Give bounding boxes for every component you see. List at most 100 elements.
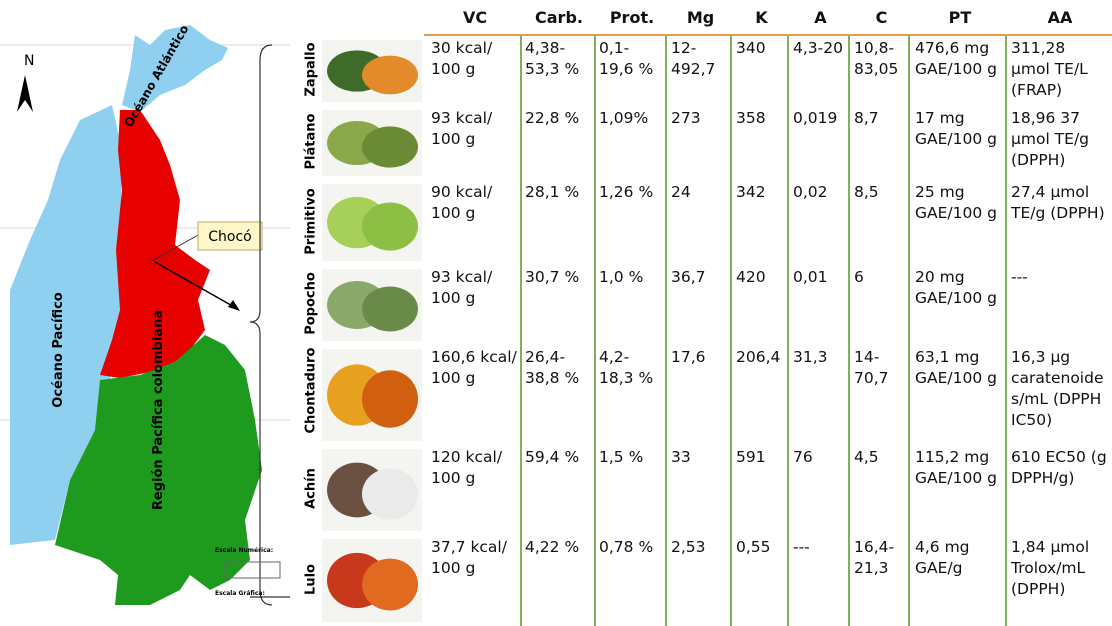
column-header: K — [733, 8, 790, 27]
table-cell: 18,96 37 µmol TE/g (DPPH) — [1011, 108, 1107, 178]
region-label: Región Pacífica colombiana — [151, 310, 166, 510]
row-name: Zapallo — [304, 30, 319, 110]
table-cell: 90 kcal/ 100 g — [431, 182, 517, 263]
column-header: Prot. — [596, 8, 668, 27]
column-divider — [787, 36, 789, 626]
table-cell: 26,4-38,8 % — [525, 347, 591, 443]
table-cell: 1,0 % — [599, 267, 663, 343]
row-name: Plátano — [304, 102, 319, 182]
table-cell: 31,3 — [793, 347, 846, 443]
row-name: Popocho — [304, 264, 319, 344]
column-divider — [520, 36, 522, 626]
scale-numeric: Escala Numérica: — [215, 547, 273, 554]
table-cell: 93 kcal/ 100 g — [431, 108, 517, 178]
table-cell: 1,09% — [599, 108, 663, 178]
food-image — [322, 269, 422, 341]
column-header: VC — [428, 8, 522, 27]
table-cell: 6 — [854, 267, 907, 343]
row-name: Achín — [304, 449, 319, 529]
table-cell: 4,2-18,3 % — [599, 347, 663, 443]
table-cell: 24 — [671, 182, 728, 263]
map: N Océano Atlántico Océano Pacífico Regió… — [0, 0, 300, 626]
table-cell: 10,8-83,05 — [854, 38, 907, 104]
row-name: Primitivo — [304, 181, 319, 261]
column-header: A — [790, 8, 851, 27]
row-name: Lulo — [304, 539, 319, 619]
table-cell: 4,5 — [854, 447, 907, 533]
table-cell: --- — [1011, 267, 1107, 343]
pacific-label: Océano Pacífico — [51, 292, 66, 408]
table-cell: 8,7 — [854, 108, 907, 178]
table-cell: 340 — [736, 38, 785, 104]
table-cell: 1,5 % — [599, 447, 663, 533]
table-cell: 8,5 — [854, 182, 907, 263]
table-cell: 14-70,7 — [854, 347, 907, 443]
table-cell: 273 — [671, 108, 728, 178]
table-cell: 59,4 % — [525, 447, 591, 533]
table-cell: 4,6 mg GAE/g — [915, 537, 1003, 624]
table-cell: 4,3-20 — [793, 38, 846, 104]
table-cell: 16,3 µg caratenoides/mL (DPPH IC50) — [1011, 347, 1107, 443]
table-cell: 12-492,7 — [671, 38, 728, 104]
column-header: C — [851, 8, 912, 27]
food-image — [322, 110, 422, 176]
table-cell: 0,02 — [793, 182, 846, 263]
table-cell: 27,4 µmol TE/g (DPPH) — [1011, 182, 1107, 263]
table-cell: 476,6 mg GAE/100 g — [915, 38, 1003, 104]
table-cell: 25 mg GAE/100 g — [915, 182, 1003, 263]
food-image — [322, 40, 422, 102]
table-cell: 0,019 — [793, 108, 846, 178]
column-divider — [1005, 36, 1007, 626]
table-cell: 206,4 — [736, 347, 785, 443]
arrow-head — [228, 300, 240, 311]
table-cell: 36,7 — [671, 267, 728, 343]
row-name: Chontaduro — [304, 354, 319, 434]
choco-label: Chocó — [208, 229, 251, 245]
page: N Océano Atlántico Océano Pacífico Regió… — [0, 0, 1112, 626]
table-cell: 0,1-19,6 % — [599, 38, 663, 104]
column-divider — [848, 36, 850, 626]
table-cell: 4,38-53,3 % — [525, 38, 591, 104]
table-cell: 420 — [736, 267, 785, 343]
table-cell: 342 — [736, 182, 785, 263]
table-cell: 30 kcal/ 100 g — [431, 38, 517, 104]
food-image — [322, 349, 422, 441]
table-cell: 0,78 % — [599, 537, 663, 624]
column-divider — [665, 36, 667, 626]
table-cell: 591 — [736, 447, 785, 533]
table-cell: 28,1 % — [525, 182, 591, 263]
scale-graphic: Escala Gráfica: — [215, 590, 265, 597]
column-divider — [730, 36, 732, 626]
table-cell: 610 EC50 (g DPPH/g) — [1011, 447, 1107, 533]
table-cell: 76 — [793, 447, 846, 533]
table-cell: 33 — [671, 447, 728, 533]
table-cell: 63,1 mg GAE/100 g — [915, 347, 1003, 443]
table-cell: 311,28 µmol TE/L (FRAP) — [1011, 38, 1107, 104]
column-header: Carb. — [522, 8, 596, 27]
table-cell: 115,2 mg GAE/100 g — [915, 447, 1003, 533]
table-cell: 120 kcal/ 100 g — [431, 447, 517, 533]
column-header: Mg — [668, 8, 733, 27]
table-cell: 93 kcal/ 100 g — [431, 267, 517, 343]
table-cell: 4,22 % — [525, 537, 591, 624]
table-cell: 0,55 — [736, 537, 785, 624]
column-divider — [908, 36, 910, 626]
food-image — [322, 539, 422, 622]
table-cell: 1,26 % — [599, 182, 663, 263]
table-cell: 37,7 kcal/ 100 g — [431, 537, 517, 624]
column-header: PT — [912, 8, 1008, 27]
brace — [250, 45, 272, 605]
header-rule — [424, 34, 1112, 36]
table-cell: 22,8 % — [525, 108, 591, 178]
north-label: N — [24, 53, 34, 69]
column-header: AA — [1008, 8, 1112, 27]
table-cell: 17,6 — [671, 347, 728, 443]
table-cell: 0,01 — [793, 267, 846, 343]
food-image — [322, 449, 422, 531]
column-divider — [594, 36, 596, 626]
table-cell: 16,4-21,3 — [854, 537, 907, 624]
table-cell: --- — [793, 537, 846, 624]
table-cell: 358 — [736, 108, 785, 178]
table-cell: 30,7 % — [525, 267, 591, 343]
food-image — [322, 184, 422, 261]
